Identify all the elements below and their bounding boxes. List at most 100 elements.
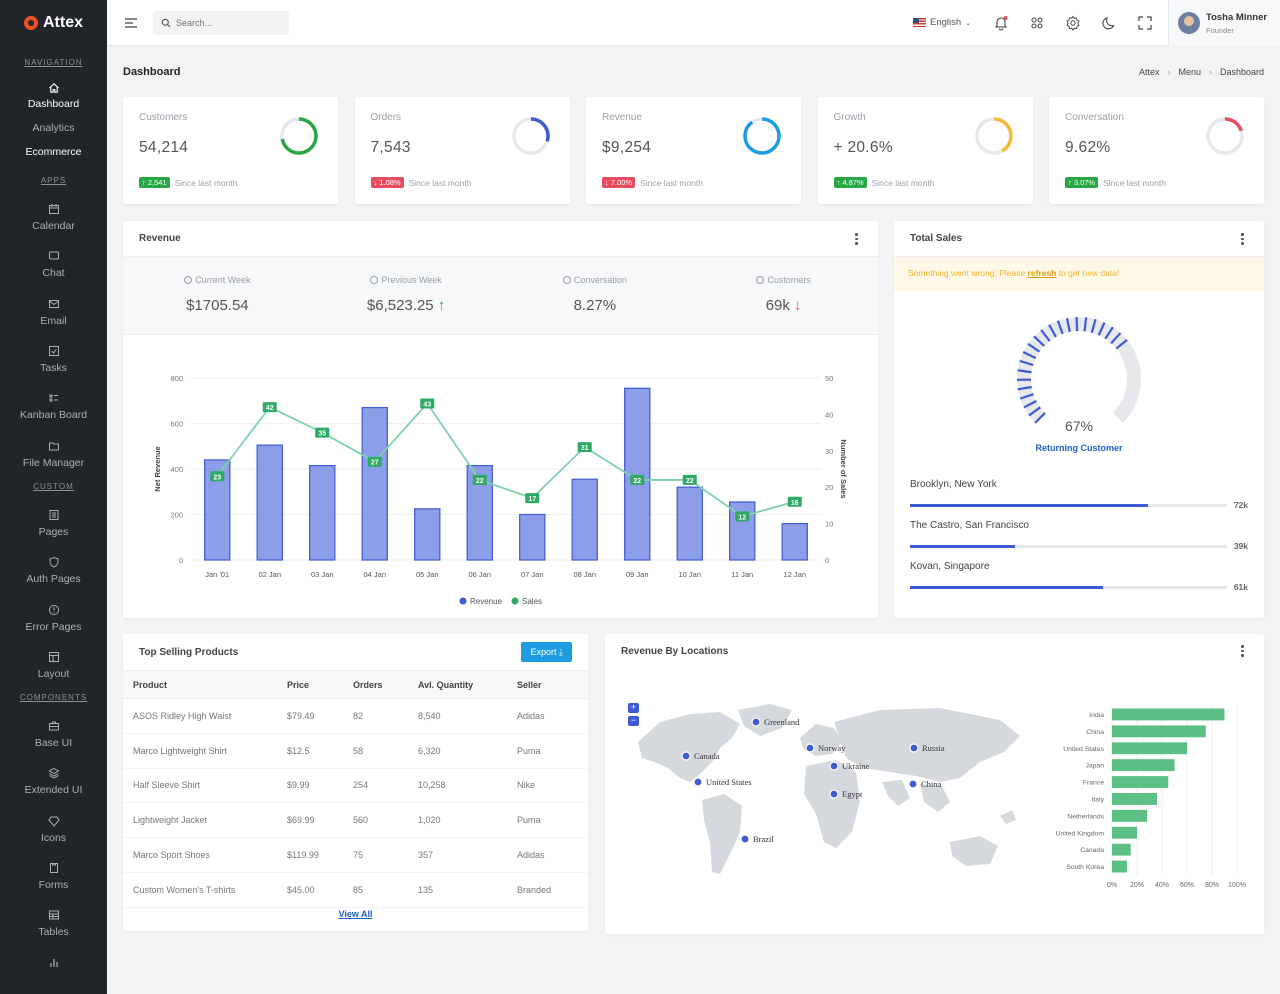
sales-data-label: 22 bbox=[476, 478, 484, 485]
table-cell: 82 bbox=[353, 698, 418, 734]
apps-grid-icon[interactable] bbox=[1029, 15, 1045, 31]
sidebar-item-file-manager[interactable]: File Manager bbox=[0, 430, 107, 477]
x-tick-label: 40% bbox=[1155, 882, 1169, 889]
map-marker-label: Greenland bbox=[764, 717, 800, 727]
sidebar-item-calendar[interactable]: Calendar bbox=[0, 194, 107, 241]
sales-data-label: 22 bbox=[686, 478, 694, 485]
country-bar bbox=[1112, 860, 1127, 873]
bell-icon[interactable] bbox=[993, 15, 1009, 31]
settings-icon[interactable] bbox=[1065, 15, 1081, 31]
map-marker-label: Russia bbox=[922, 743, 945, 753]
country-bar bbox=[1112, 708, 1225, 721]
logo[interactable]: Attex bbox=[0, 0, 107, 46]
table-row[interactable]: Half Sleeve Shirt $9.99 254 10,258 Nike bbox=[123, 768, 588, 804]
search-box[interactable] bbox=[153, 11, 289, 35]
more-options-icon[interactable] bbox=[1241, 233, 1244, 247]
sidebar: Attex NAVIGATION Dashboard Analytics Eco… bbox=[0, 0, 107, 994]
location-value: 39k bbox=[1233, 541, 1248, 551]
x-tick-label: 60% bbox=[1180, 882, 1194, 889]
sidebar-item-label: Base UI bbox=[34, 737, 73, 750]
sidebar-item-ecommerce[interactable]: Ecommerce bbox=[25, 146, 82, 158]
map-marker bbox=[681, 751, 691, 761]
sales-label-bg bbox=[210, 471, 225, 482]
folder-icon bbox=[48, 442, 59, 451]
sidebar-item-tables[interactable]: Tables bbox=[0, 900, 107, 947]
top-products-card: Top Selling Products Export ⤓ Product Pri… bbox=[123, 634, 588, 931]
gauge-tick bbox=[1040, 329, 1051, 342]
table-cell: $9.99 bbox=[287, 768, 353, 804]
stat-badge: ↓ 1.08% bbox=[370, 177, 404, 188]
export-button[interactable]: Export ⤓ bbox=[521, 642, 572, 662]
table-row[interactable]: Marco Sport Shoes $119.99 75 357 Adidas bbox=[123, 837, 588, 873]
sidebar-item-kanban-board[interactable]: Kanban Board bbox=[0, 383, 107, 430]
y-tick-label: 800 bbox=[170, 374, 183, 383]
stat-card-conversation: Conversation 9.62% ↑ 3.07% Since last month bbox=[1049, 97, 1264, 204]
map-marker-label: Canada bbox=[694, 751, 720, 761]
location-progress bbox=[910, 586, 1227, 589]
dark-mode-icon[interactable] bbox=[1101, 15, 1117, 31]
column-header: Orders bbox=[353, 670, 418, 699]
x-tick-label: 09 Jan bbox=[626, 570, 649, 579]
summary-value: $1705.54 bbox=[186, 297, 249, 314]
legend-sales-label: Sales bbox=[522, 597, 542, 606]
search-input[interactable] bbox=[176, 18, 276, 28]
more-options-icon[interactable] bbox=[855, 233, 858, 247]
user-name: Tosha Minner bbox=[1206, 11, 1268, 23]
map-marker-label: Norway bbox=[818, 743, 846, 753]
y-tick-label: 0 bbox=[179, 556, 183, 565]
kanban-icon bbox=[49, 394, 58, 402]
sidebar-item-label: Forms bbox=[38, 879, 69, 891]
view-all-link[interactable]: View All bbox=[338, 909, 373, 919]
x-tick-label: 07 Jan bbox=[521, 570, 544, 579]
refresh-link[interactable]: refresh bbox=[1027, 268, 1057, 278]
sidebar-item-extended-ui[interactable]: Extended UI bbox=[0, 758, 107, 805]
menu-toggle-icon[interactable] bbox=[123, 15, 139, 31]
sidebar-item-error-pages[interactable]: Error Pages bbox=[0, 594, 107, 641]
sidebar-item-charts[interactable] bbox=[0, 947, 107, 977]
zoom-in-button[interactable]: + bbox=[628, 703, 639, 713]
more-options-icon[interactable] bbox=[1241, 645, 1244, 659]
fullscreen-icon[interactable] bbox=[1137, 15, 1153, 31]
x-tick-label: 06 Jan bbox=[468, 570, 491, 579]
country-label: Japan bbox=[1085, 763, 1104, 770]
breadcrumb-item[interactable]: Attex bbox=[1138, 67, 1160, 77]
table-row[interactable]: Custom Women's T-shirts $45.00 85 135 Brande… bbox=[123, 872, 588, 908]
x-tick-label: 02 Jan bbox=[258, 570, 281, 579]
stat-note: Since last month bbox=[1103, 177, 1166, 188]
summary-label: Customers bbox=[689, 275, 878, 285]
y-tick-label: 200 bbox=[170, 511, 183, 520]
table-cell: 254 bbox=[353, 768, 418, 804]
table-row[interactable]: ASOS Ridley High Waist $79.49 82 8,540 Adida… bbox=[123, 698, 588, 734]
layout-icon bbox=[48, 651, 59, 662]
gauge-tick bbox=[1027, 342, 1041, 353]
country-bar bbox=[1112, 843, 1131, 856]
world-map[interactable]: Greenland Canada United States Norway Ukrain… bbox=[620, 702, 1040, 902]
sidebar-item-forms[interactable]: Forms bbox=[0, 853, 107, 900]
breadcrumb-item[interactable]: Menu bbox=[1178, 67, 1201, 77]
zoom-out-button[interactable]: − bbox=[628, 716, 639, 726]
table-row[interactable]: Lightweight Jacket $69.99 560 1,020 Puma bbox=[123, 802, 588, 839]
stat-value: $9,254 bbox=[602, 139, 652, 156]
language-selector[interactable]: English ⌄ bbox=[913, 17, 971, 28]
sidebar-item-email[interactable]: Email bbox=[0, 289, 107, 336]
country-label: Canada bbox=[1080, 847, 1104, 854]
sidebar-item-dashboard[interactable]: Dashboard bbox=[0, 76, 107, 116]
sidebar-item-label: Layout bbox=[37, 667, 70, 680]
sidebar-item-tasks[interactable]: Tasks bbox=[0, 336, 107, 383]
user-profile[interactable]: Tosha Minner Founder bbox=[1168, 0, 1280, 46]
sidebar-item-analytics[interactable]: Analytics bbox=[32, 122, 75, 134]
legend-revenue-marker bbox=[459, 597, 467, 605]
sidebar-item-layout[interactable]: Layout bbox=[0, 642, 107, 689]
sidebar-item-auth-pages[interactable]: Auth Pages bbox=[0, 547, 107, 594]
sidebar-item-base-ui[interactable]: Base UI bbox=[0, 711, 107, 758]
map-marker-label: China bbox=[921, 779, 942, 789]
stat-card-growth: Growth + 20.6% ↑ 4.87% Since last month bbox=[817, 97, 1033, 204]
sidebar-item-label: Kanban Board bbox=[19, 409, 88, 422]
table-cell: Marco Lightweight Shirt bbox=[123, 733, 287, 769]
email-icon bbox=[48, 299, 59, 308]
x-tick-label: 0% bbox=[1107, 882, 1117, 889]
sidebar-item-chat[interactable]: Chat bbox=[0, 241, 107, 288]
table-row[interactable]: Marco Lightweight Shirt $12.5 58 6,320 Puma bbox=[123, 733, 588, 769]
sidebar-item-pages[interactable]: Pages bbox=[0, 500, 107, 547]
sidebar-item-icons[interactable]: Icons bbox=[0, 806, 107, 853]
